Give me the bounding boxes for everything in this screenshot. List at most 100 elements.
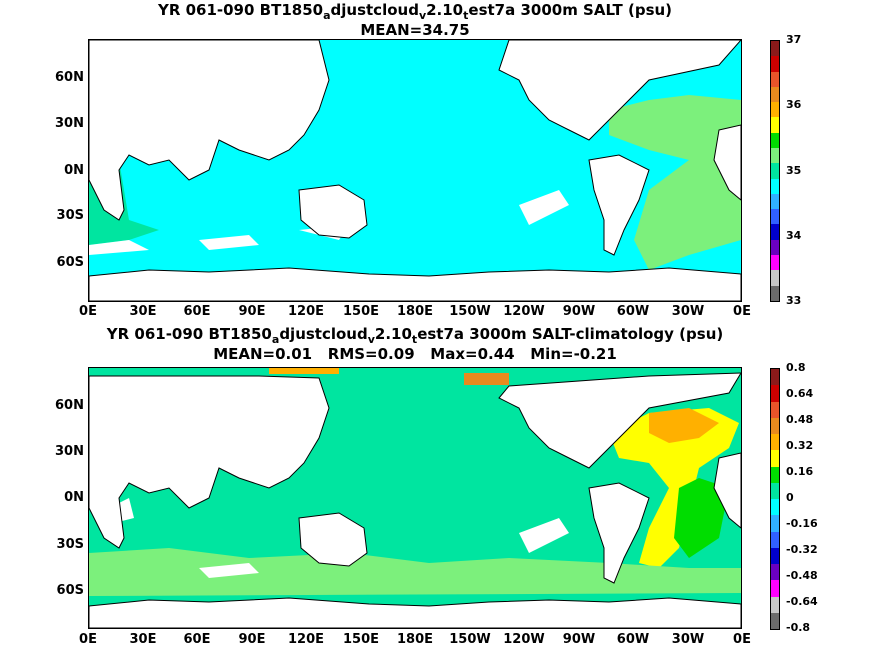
colorbar-label: 33: [786, 294, 802, 307]
arctic-patch: [464, 373, 509, 385]
lon-label: 90E: [238, 632, 266, 647]
antarctica: [89, 267, 741, 301]
colorbar-swatch: [771, 564, 779, 581]
australia: [298, 512, 368, 567]
colorbar-swatch: [771, 434, 779, 451]
colorbar-swatch: [771, 612, 779, 629]
colorbar-swatch: [771, 499, 779, 516]
north-america: [498, 372, 741, 469]
panel1-map: [88, 39, 742, 302]
colorbar-label: 0.32: [786, 439, 814, 452]
colorbar-swatch: [771, 547, 779, 564]
colorbar-swatch: [771, 209, 779, 225]
lon-label: 90E: [238, 304, 266, 319]
lon-label: 90W: [562, 632, 596, 647]
title-sub: v: [418, 9, 427, 22]
atlantic-anomaly-high: [649, 408, 719, 443]
title-text: est7a 3000m SALT (psu): [468, 1, 673, 19]
colorbar-swatch: [771, 163, 779, 179]
panel1-colorbar: [770, 40, 780, 302]
colorbar-label: -0.64: [786, 595, 818, 608]
title-text: 2.10: [426, 1, 464, 19]
title-sub: a: [323, 9, 331, 22]
colorbar-swatch: [771, 466, 779, 483]
atlantic-green: [674, 478, 729, 558]
lon-label: 150E: [342, 632, 380, 647]
lon-label: 30W: [671, 304, 705, 319]
lon-label: 120W: [503, 632, 545, 647]
eurasia-africa: [89, 40, 330, 221]
lon-label: 60W: [616, 304, 650, 319]
eurasia-africa: [89, 375, 330, 549]
lat-label: 30S: [56, 208, 84, 223]
colorbar-swatch: [771, 193, 779, 210]
africa-west: [713, 124, 741, 201]
lon-label: 60E: [183, 304, 211, 319]
colorbar-label: 37: [786, 33, 802, 46]
colorbar-swatch: [771, 71, 779, 87]
lat-label: 60S: [56, 255, 84, 270]
colorbar-swatch: [771, 56, 779, 72]
panel1-map-svg: [89, 40, 741, 301]
lat-label: 0N: [64, 490, 84, 505]
colorbar-label: -0.32: [786, 543, 818, 556]
colorbar-swatch: [771, 254, 779, 271]
lat-label: 60S: [56, 583, 84, 598]
colorbar-label: 0: [786, 491, 794, 504]
title-sub: t: [411, 333, 418, 346]
lon-label: 150W: [449, 304, 491, 319]
colorbar-label: -0.8: [786, 621, 811, 634]
lat-label: 0N: [64, 163, 84, 178]
lon-label: 180E: [396, 304, 434, 319]
southern-band: [89, 548, 741, 596]
arctic-patch: [269, 368, 339, 374]
lat-label: 30S: [56, 537, 84, 552]
title-text: YR 061-090 BT1850: [106, 325, 272, 343]
lon-label: 120E: [287, 632, 325, 647]
colorbar-label: 0.8: [786, 361, 806, 374]
colorbar-swatch: [771, 86, 779, 103]
lon-label: 150E: [342, 304, 380, 319]
lon-label: 30E: [129, 304, 157, 319]
lon-label: 60E: [183, 632, 211, 647]
colorbar-label: -0.48: [786, 569, 818, 582]
lon-label: 30E: [129, 632, 157, 647]
title-text: est7a 3000m SALT-climatology (psu): [417, 325, 724, 343]
colorbar-swatch: [771, 417, 779, 434]
colorbar-label: 0.16: [786, 465, 814, 478]
colorbar-swatch: [771, 515, 779, 532]
title-text: djustcloud: [330, 1, 419, 19]
colorbar-label: -0.16: [786, 517, 818, 530]
panel1-title: YR 061-090 BT1850adjustcloudv2.10test7a …: [88, 1, 742, 22]
lon-label: 150W: [449, 632, 491, 647]
lon-label: 180E: [396, 632, 434, 647]
antarctica: [89, 597, 741, 628]
atlantic-field: [609, 95, 741, 270]
colorbar-swatch: [771, 580, 779, 597]
colorbar-swatch: [771, 239, 779, 255]
colorbar-swatch: [771, 450, 779, 467]
lon-label: 120W: [503, 304, 545, 319]
panel2-subtitle: MEAN=0.01 RMS=0.09 Max=0.44 Min=-0.21: [213, 345, 617, 363]
colorbar-swatch: [771, 147, 779, 164]
africa-west: [713, 452, 741, 529]
colorbar-swatch: [771, 117, 779, 133]
colorbar-swatch: [771, 596, 779, 613]
colorbar-swatch: [771, 224, 779, 240]
panel2-map: [88, 367, 742, 629]
colorbar-label: 36: [786, 98, 802, 111]
title-sub: v: [367, 333, 375, 346]
australia: [298, 184, 368, 239]
colorbar-swatch: [771, 369, 779, 386]
lon-label: 30W: [671, 632, 705, 647]
colorbar-label: 35: [786, 164, 802, 177]
colorbar-swatch: [771, 132, 779, 148]
colorbar-swatch: [771, 270, 779, 286]
lon-label: 90W: [562, 304, 596, 319]
colorbar-swatch: [771, 178, 779, 194]
lon-label: 0E: [733, 304, 751, 319]
lat-label: 30N: [55, 116, 84, 131]
colorbar-swatch: [771, 482, 779, 499]
south-america: [588, 154, 650, 256]
south-america: [588, 482, 650, 584]
